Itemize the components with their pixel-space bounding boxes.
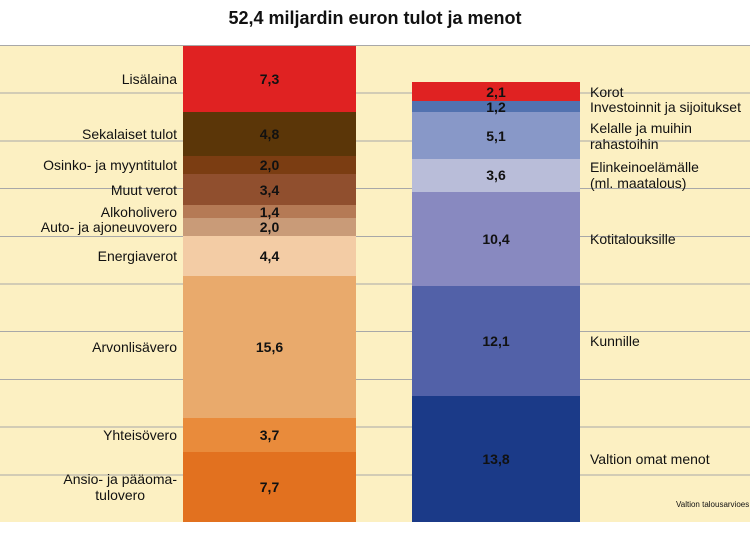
segment-label: Muut verot	[110, 181, 177, 198]
data-label: 2,0	[259, 219, 280, 236]
segment-label: Valtion omat menot	[590, 451, 710, 468]
bar-segment	[412, 158, 580, 192]
segment-label: Sekalaiset tulot	[82, 126, 177, 143]
segment-label: Kotitalouksille	[590, 230, 676, 247]
chart-title: 52,4 miljardin euron tulot ja menot	[228, 8, 522, 28]
data-label: 4,4	[259, 248, 280, 265]
segment-label: Elinkeinoelämälle (ml. maatalous)	[590, 159, 699, 192]
data-label: 3,7	[259, 427, 280, 444]
bar-segment	[183, 156, 356, 175]
data-label: 7,3	[259, 71, 280, 88]
segment-label: Korot	[590, 83, 624, 100]
data-label: 2,1	[486, 83, 506, 100]
bar-segment	[412, 286, 580, 397]
data-label: 2,0	[259, 157, 280, 174]
bar-segment	[183, 112, 356, 157]
bar-segment	[183, 217, 356, 237]
data-label: 12,1	[482, 333, 510, 350]
data-label: 15,6	[255, 339, 284, 356]
segment-label: Arvonlisävero	[92, 339, 177, 356]
bar-segment	[412, 191, 580, 287]
data-label: 1,2	[486, 98, 506, 115]
data-label: 1,4	[259, 203, 280, 220]
bar-segment	[412, 396, 580, 522]
segment-label: Lisälaina	[121, 71, 177, 88]
data-label: 13,8	[482, 451, 510, 468]
segment-label: Osinko- ja myyntitulot	[43, 157, 177, 174]
segment-label: Auto- ja ajoneuvovero	[40, 219, 177, 236]
data-label: 7,7	[259, 478, 280, 495]
bar-segment	[183, 418, 356, 452]
data-label: 3,4	[259, 181, 280, 198]
bar-segment	[183, 174, 356, 206]
bar-segment	[183, 205, 356, 218]
data-label: 5,1	[486, 127, 506, 144]
segment-label: Investoinnit ja sijoitukset	[590, 98, 741, 115]
segment-label: Ansio- ja pääoma- tulovero	[63, 470, 177, 503]
source: Valtion talousarvioes	[676, 500, 750, 509]
data-label: 10,4	[482, 230, 510, 247]
segment-label: Kelalle ja muihin rahastoihin	[590, 119, 692, 152]
bar-segment	[412, 101, 580, 113]
bar-segment	[412, 112, 580, 159]
bar-segment	[183, 451, 356, 522]
bar-segment	[412, 82, 580, 102]
segment-label: Yhteisövero	[103, 427, 177, 444]
segment-label: Alkoholivero	[100, 203, 177, 220]
segment-label: Energiaverot	[97, 248, 177, 265]
bar-segment	[183, 236, 356, 277]
plot-area	[0, 45, 750, 522]
bar-segment	[183, 45, 356, 113]
data-label: 4,8	[259, 126, 280, 143]
data-label: 3,6	[486, 167, 506, 184]
bar-segment	[183, 276, 356, 419]
segment-label: Kunnille	[590, 333, 640, 350]
